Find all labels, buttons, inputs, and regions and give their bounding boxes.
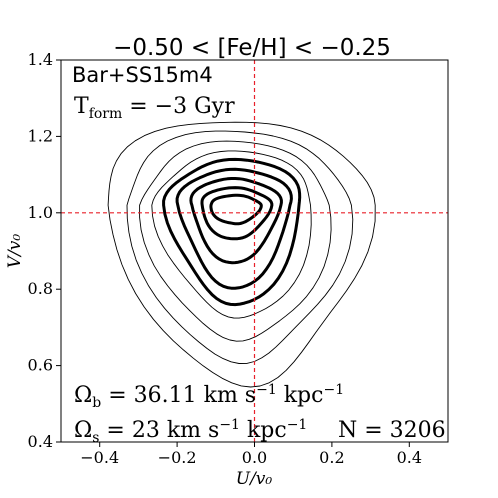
contour-level-8 xyxy=(200,186,274,241)
x-tick-label: −0.4 xyxy=(80,448,119,467)
omega-s-annotation: Ωs​ = 23 km s−1​ kpc−1​ xyxy=(74,417,307,446)
n-stars-annotation: N = 3206 xyxy=(338,418,446,443)
contour-level-3 xyxy=(139,140,332,342)
contour-level-1 xyxy=(107,121,376,388)
x-tick-label: −0.2 xyxy=(158,448,197,467)
y-axis-label: V/v₀ xyxy=(5,234,25,269)
tform-annotation: Tform​ = −3 Gyr xyxy=(74,94,235,122)
y-tick-label: 1.4 xyxy=(28,50,53,69)
plot-area xyxy=(61,60,448,442)
y-tick-label: 0.4 xyxy=(28,432,53,451)
x-tick-label: 0.4 xyxy=(397,448,422,467)
contour-level-2 xyxy=(126,130,354,364)
y-tick-label: 0.8 xyxy=(28,279,53,298)
chart-title: −0.50 < [Fe/H] < −0.25 xyxy=(113,35,391,61)
contour-level-9 xyxy=(209,193,263,226)
y-tick-label: 1.0 xyxy=(28,203,53,222)
y-tick-label: 0.6 xyxy=(28,356,53,375)
contour-level-4 xyxy=(151,150,312,319)
contour-level-5 xyxy=(162,157,302,307)
contour-level-6 xyxy=(175,167,293,290)
x-tick-label: 0.2 xyxy=(319,448,344,467)
axis-ticks: −0.4 −0.2 0.0 0.2 0.4 0.4 0.6 0.8 1.0 1.2 1.4 xyxy=(28,50,422,467)
contour-level-7 xyxy=(189,177,283,265)
model-label: Bar+SS15m4 xyxy=(72,63,213,87)
y-tick-label: 1.2 xyxy=(28,126,53,145)
omega-b-annotation: Ωb​ = 36.11 km s−1​ kpc−1​ xyxy=(74,382,344,411)
x-tick-label: 0.0 xyxy=(242,448,267,467)
x-axis-label: U/v₀ xyxy=(236,469,273,489)
